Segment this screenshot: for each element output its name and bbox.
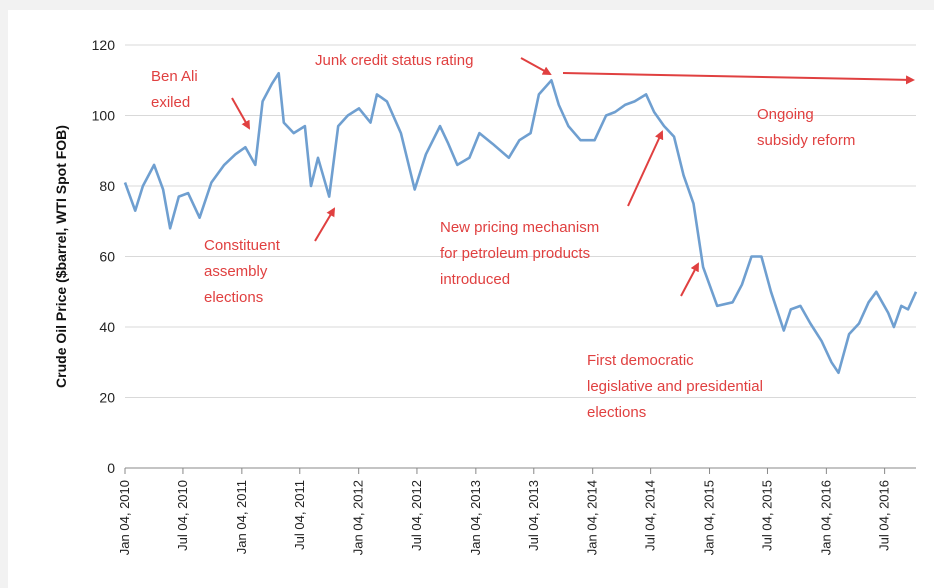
price-series-line (123, 71, 918, 375)
annotation-junk-credit: Junk credit status rating (315, 52, 473, 69)
annotation-line: New pricing mechanism (440, 219, 599, 236)
arrow-junk-credit (520, 57, 552, 75)
x-tick-label: Jan 04, 2015 (702, 480, 717, 555)
annotation-constituent-assembly: Constituent assembly elections (204, 237, 281, 306)
y-tick-label: 120 (92, 37, 116, 53)
annotation-pricing-mechanism: New pricing mechanism for petroleum produ… (440, 219, 599, 288)
arrow-constituent (314, 207, 336, 242)
oil-price-chart: 0 20 40 60 80 100 120 Jan 04, 2010 Jul 04, 2010… (53, 37, 918, 555)
x-tick-label: Jan 04, 2011 (234, 480, 249, 554)
arrow-ben-ali (231, 97, 250, 130)
series-group (123, 71, 918, 375)
annotation-line: Ben Ali (151, 68, 198, 85)
annotation-line: elections (204, 289, 263, 306)
annotation-line: Ongoing (757, 106, 814, 123)
y-tick-label: 100 (92, 108, 116, 124)
arrow-democratic-elections (680, 262, 699, 297)
x-tick-label: Jan 04, 2012 (351, 480, 366, 555)
x-tick-label: Jan 04, 2014 (585, 480, 600, 555)
annotations: Ben Ali exiled Junk credit status rating On… (151, 52, 855, 421)
y-tick-label: 20 (99, 390, 115, 406)
x-tick-label: Jul 04, 2013 (526, 480, 541, 551)
gridlines (125, 44, 916, 398)
chart-frame: 0 20 40 60 80 100 120 Jan 04, 2010 Jul 04, 2010… (8, 10, 934, 588)
annotation-line: exiled (151, 94, 190, 111)
x-tick-label: Jul 04, 2011 (292, 480, 307, 550)
annotation-line: introduced (440, 271, 510, 288)
y-axis-label: Crude Oil Price ($barrel, WTI Spot FOB) (53, 125, 69, 388)
x-tick-label: Jul 04, 2012 (409, 480, 424, 551)
x-tick-label: Jul 04, 2010 (175, 480, 190, 551)
y-tick-label: 0 (107, 460, 115, 476)
y-axis-ticks: 0 20 40 60 80 100 120 (92, 37, 116, 476)
annotation-arrows (231, 57, 915, 297)
x-axis-ticks: Jan 04, 2010 Jul 04, 2010 Jan 04, 2011 Jul … (117, 468, 892, 555)
annotation-ben-ali: Ben Ali exiled (151, 68, 198, 111)
x-tick-label: Jan 04, 2010 (117, 480, 132, 555)
arrow-subsidy-reform (562, 72, 915, 85)
x-tick-label: Jul 04, 2014 (643, 480, 658, 551)
annotation-line: for petroleum products (440, 245, 590, 262)
annotation-subsidy-reform: Ongoing subsidy reform (757, 106, 855, 149)
annotation-line: First democratic (587, 352, 694, 369)
x-tick-label: Jan 04, 2016 (818, 480, 833, 555)
x-tick-label: Jul 04, 2016 (877, 480, 892, 551)
annotation-line: assembly (204, 263, 268, 280)
annotation-line: Junk credit status rating (315, 52, 473, 69)
arrow-pricing-mechanism (627, 130, 664, 207)
annotation-democratic-elections: First democratic legislative and presiden… (587, 352, 763, 421)
annotation-line: elections (587, 404, 646, 421)
annotation-line: subsidy reform (757, 132, 855, 149)
y-tick-label: 80 (99, 178, 115, 194)
annotation-line: Constituent (204, 237, 281, 254)
y-tick-label: 40 (99, 319, 115, 335)
annotation-line: legislative and presidential (587, 378, 763, 395)
x-tick-label: Jul 04, 2015 (759, 480, 774, 551)
y-tick-label: 60 (99, 249, 115, 265)
x-tick-label: Jan 04, 2013 (468, 480, 483, 555)
